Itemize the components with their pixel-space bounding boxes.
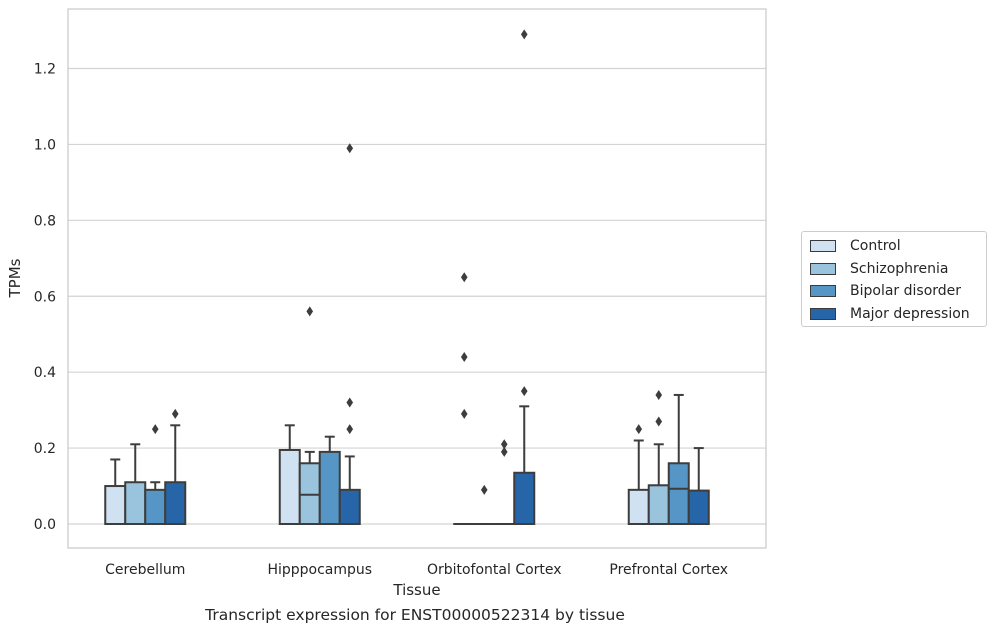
box-2-1 <box>318 435 341 526</box>
outlier-0-2-0 <box>460 408 468 419</box>
plot-frame <box>67 8 767 549</box>
box-rect-1-1 <box>298 462 321 525</box>
y-tick-label-3: 0.6 <box>34 289 56 305</box>
legend-swatch-schizophrenia <box>810 262 836 275</box>
y-tick-label-2: 0.4 <box>34 365 56 381</box>
outlier-2-0-0 <box>151 424 159 435</box>
outlier-1-1-0 <box>306 306 314 317</box>
box-0-1 <box>278 424 301 526</box>
box-2-3 <box>667 393 690 525</box>
legend-swatch-major-depression <box>810 307 836 320</box>
legend-label-major-depression: Major depression <box>850 305 970 322</box>
box-1-2 <box>473 484 496 526</box>
box-rect-3-3 <box>687 489 710 526</box>
outlier-3-0-0 <box>171 408 179 419</box>
outlier-3-2-1 <box>520 29 528 40</box>
box-2-2 <box>493 439 516 526</box>
box-1-1 <box>298 306 321 525</box>
legend: Control Schizophrenia Bipolar disorder M… <box>801 231 987 327</box>
box-2-0 <box>144 424 167 525</box>
legend-swatch-bipolar-disorder <box>810 285 836 298</box>
y-tick-label-6: 1.2 <box>34 62 56 78</box>
legend-label-schizophrenia: Schizophrenia <box>850 260 949 277</box>
box-rect-2-1 <box>318 450 341 526</box>
x-tick-label-3: Prefrontal Cortex <box>609 562 728 578</box>
box-3-2 <box>513 29 536 526</box>
legend-item-schizophrenia: Schizophrenia <box>810 258 986 281</box>
x-tick-label-0: Cerebellum <box>105 562 185 578</box>
box-0-2 <box>453 272 476 526</box>
box-rect-2-3 <box>667 462 690 525</box>
chart-caption: Transcript expression for ENST0000052231… <box>205 606 625 624</box>
legend-item-bipolar-disorder: Bipolar disorder <box>810 280 986 303</box>
outlier-3-1-2 <box>346 143 354 154</box>
box-rect-2-0 <box>144 488 167 525</box>
box-0-3 <box>627 424 650 525</box>
box-3-3 <box>687 447 710 526</box>
outlier-1-2-0 <box>480 484 488 495</box>
box-0-0 <box>104 458 127 525</box>
outlier-0-2-1 <box>460 351 468 362</box>
legend-swatch-control <box>810 240 836 253</box>
box-1-3 <box>647 389 670 525</box>
y-tick-label-0: 0.0 <box>34 517 56 533</box>
x-tick-label-1: Hipppocampus <box>267 562 372 578</box>
box-3-0 <box>164 408 187 525</box>
outlier-1-3-0 <box>655 416 663 427</box>
outlier-0-3-0 <box>635 424 643 435</box>
box-3-1 <box>338 143 361 525</box>
y-tick-label-1: 0.2 <box>34 441 56 457</box>
x-tick-label-2: Orbitofontal Cortex <box>427 562 562 578</box>
outlier-3-1-0 <box>346 424 354 435</box>
box-plots <box>104 29 710 526</box>
legend-label-bipolar-disorder: Bipolar disorder <box>850 283 962 300</box>
box-rect-1-0 <box>124 481 147 525</box>
box-rect-3-1 <box>338 488 361 525</box>
y-tick-label-5: 1.0 <box>34 137 56 153</box>
y-tick-label-4: 0.8 <box>34 213 56 229</box>
y-tick-labels: 0.0 0.2 0.4 0.6 0.8 1.0 1.2 <box>34 62 56 534</box>
legend-item-major-depression: Major depression <box>810 303 986 326</box>
box-rect-3-0 <box>164 481 187 525</box>
outlier-3-2-0 <box>520 386 528 397</box>
box-rect-1-3 <box>647 484 670 525</box>
y-axis-label: TPMs <box>6 258 24 298</box>
outlier-1-3-1 <box>655 389 663 400</box>
legend-label-control: Control <box>850 238 901 255</box>
grid-lines <box>68 67 766 525</box>
legend-item-control: Control <box>810 235 986 258</box>
outlier-2-2-1 <box>500 439 508 450</box>
x-tick-labels: Cerebellum Hipppocampus Orbitofontal Corte… <box>105 562 728 578</box>
box-rect-0-1 <box>278 448 301 526</box>
outlier-0-2-2 <box>460 272 468 283</box>
outlier-3-1-1 <box>346 397 354 408</box>
outlier-2-2-0 <box>500 446 508 457</box>
x-axis-label: Tissue <box>392 581 440 599</box>
box-rect-0-0 <box>104 485 127 525</box>
box-rect-3-2 <box>513 471 536 526</box>
box-1-0 <box>124 443 147 525</box>
box-rect-0-3 <box>627 488 650 525</box>
